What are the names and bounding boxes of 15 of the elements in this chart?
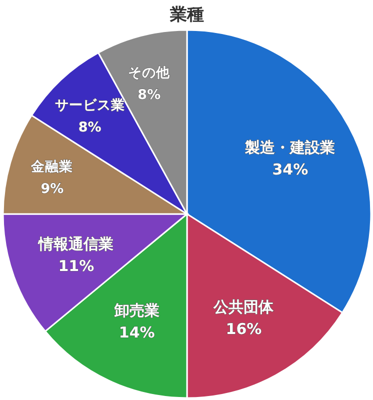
slice-label: その他: [128, 65, 172, 82]
slice-label: 卸売業: [113, 302, 160, 320]
slice-label: 公共団体: [212, 298, 275, 316]
slice-label: 製造・建設業: [244, 138, 336, 156]
data-label: 8%: [138, 87, 162, 104]
data-label: 9%: [40, 181, 64, 198]
data-label: 14%: [118, 324, 155, 342]
data-label: 16%: [226, 320, 262, 338]
chart-title: 業種: [169, 5, 204, 25]
data-label: 11%: [58, 256, 94, 275]
slice-label: サービス業: [54, 98, 125, 114]
data-label: 8%: [78, 120, 102, 136]
slice-label: 金融業: [30, 159, 74, 176]
slice-label: 情報通信業: [38, 234, 114, 253]
data-label: 34%: [272, 160, 308, 178]
